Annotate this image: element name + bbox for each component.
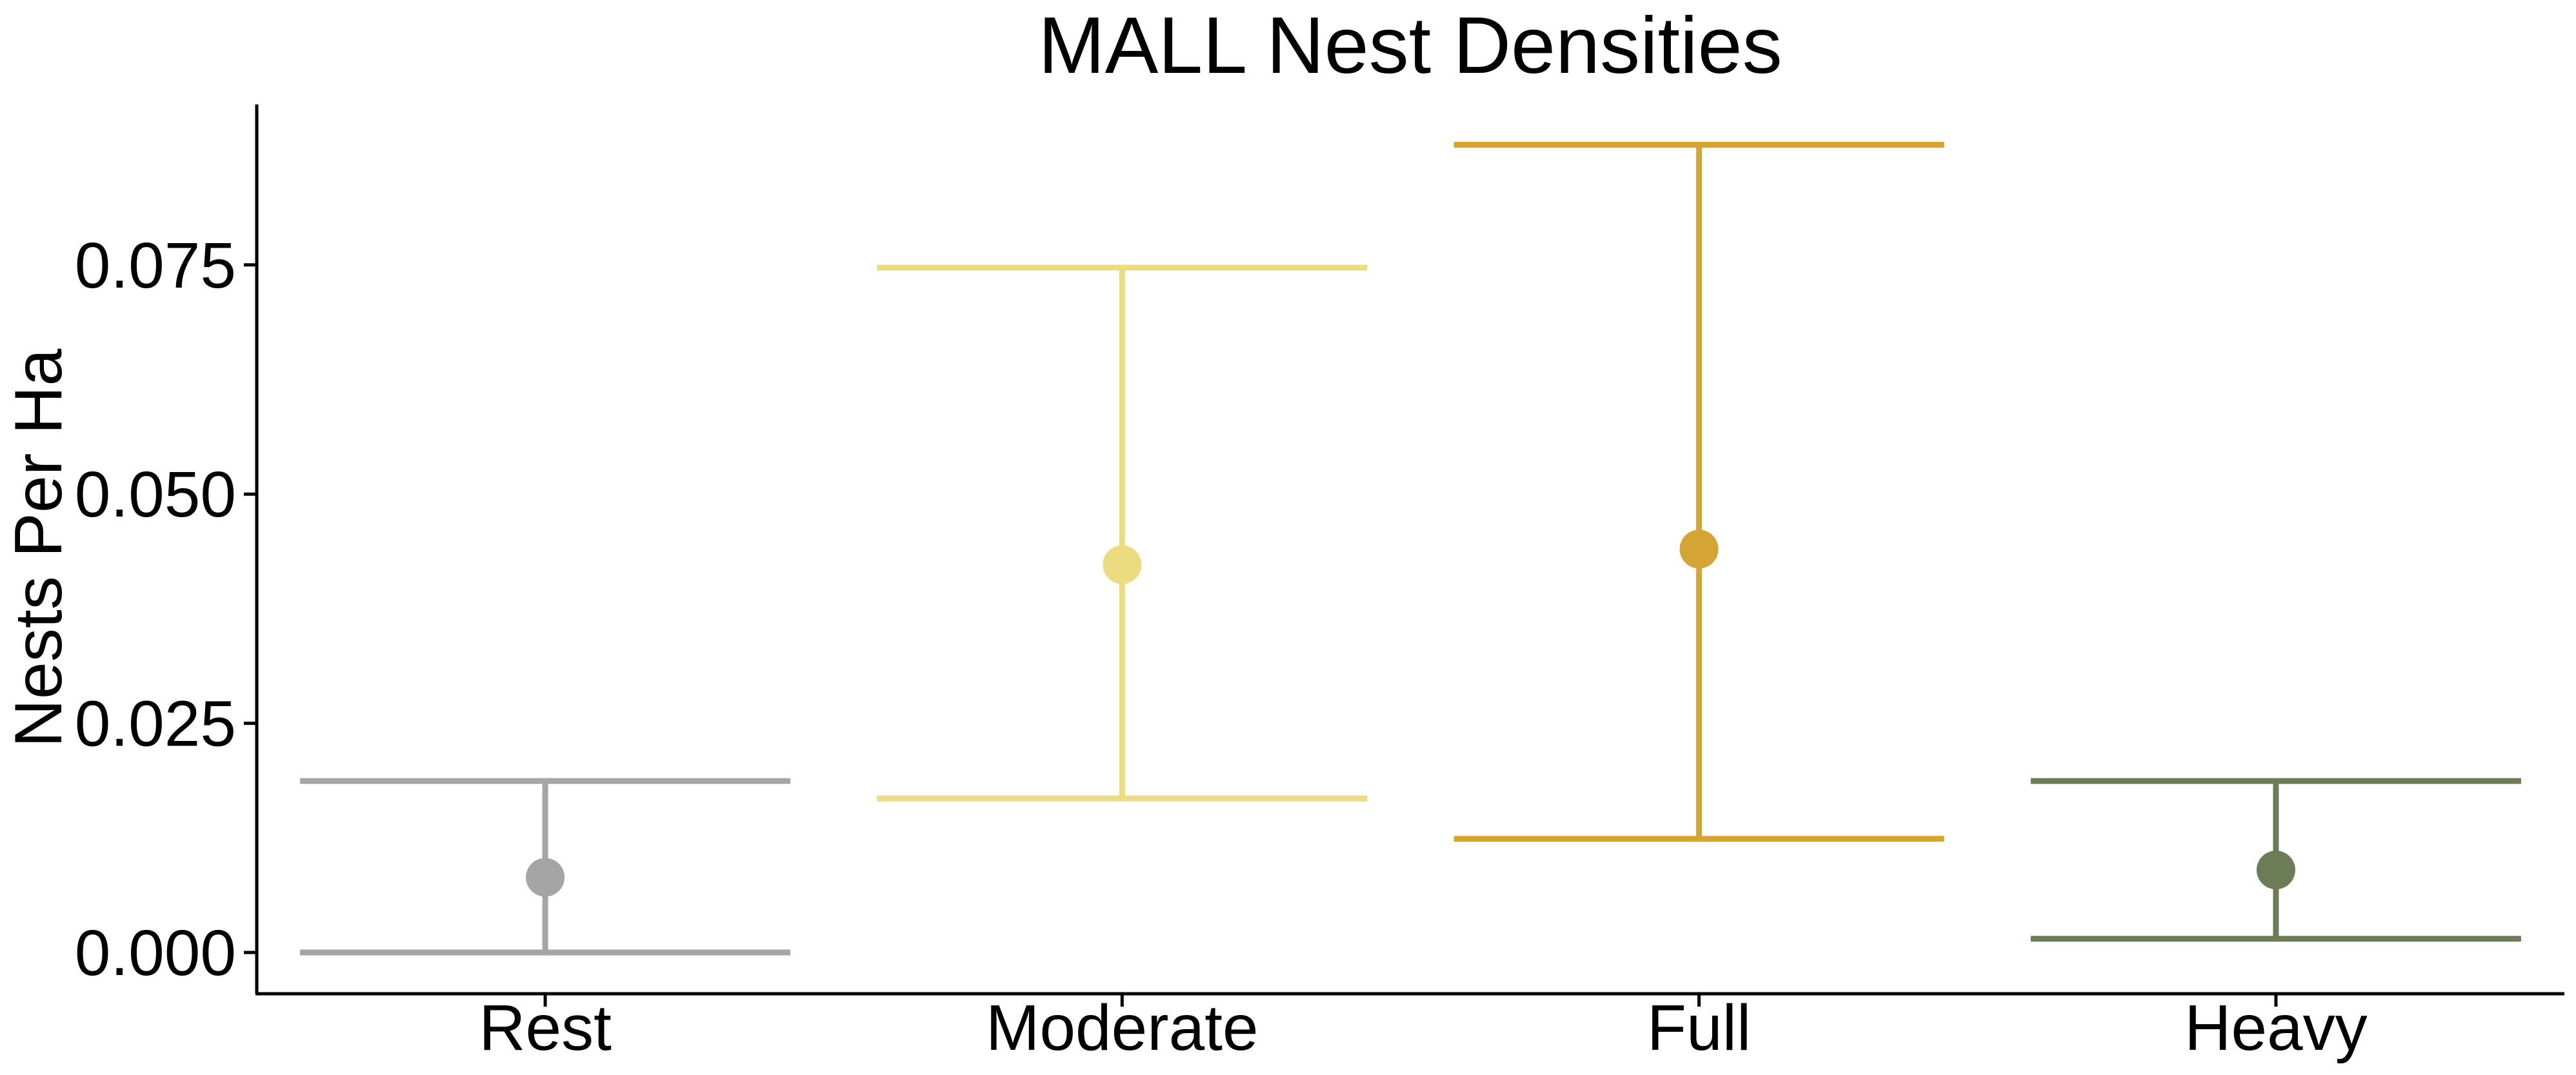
x-tick-label: Heavy xyxy=(2184,992,2367,1064)
error-bar-series xyxy=(300,142,2521,956)
point-estimate xyxy=(2256,851,2295,890)
point-estimate xyxy=(1679,529,1719,569)
x-tick-label: Full xyxy=(1647,992,1751,1064)
x-tick-label: Rest xyxy=(479,992,612,1064)
error-bar-moderate xyxy=(877,264,1368,802)
y-axis-label: Nests Per Ha xyxy=(1,349,76,748)
point-estimate xyxy=(526,858,565,897)
x-axis-ticks: Rest Moderate Full Heavy xyxy=(479,992,2367,1064)
error-bar-heavy xyxy=(2030,778,2521,942)
chart-title: MALL Nest Densities xyxy=(1038,1,1782,90)
y-tick-label: 0.075 xyxy=(75,230,236,302)
error-bar-full xyxy=(1453,142,1944,842)
error-bar-rest xyxy=(300,778,791,956)
y-tick-label: 0.000 xyxy=(75,917,236,989)
point-estimate xyxy=(1103,545,1142,584)
x-tick-label: Moderate xyxy=(986,992,1258,1064)
y-tick-label: 0.025 xyxy=(75,688,236,760)
y-axis-ticks: 0.000 0.025 0.050 0.075 xyxy=(75,230,257,989)
y-tick-label: 0.050 xyxy=(75,459,236,531)
